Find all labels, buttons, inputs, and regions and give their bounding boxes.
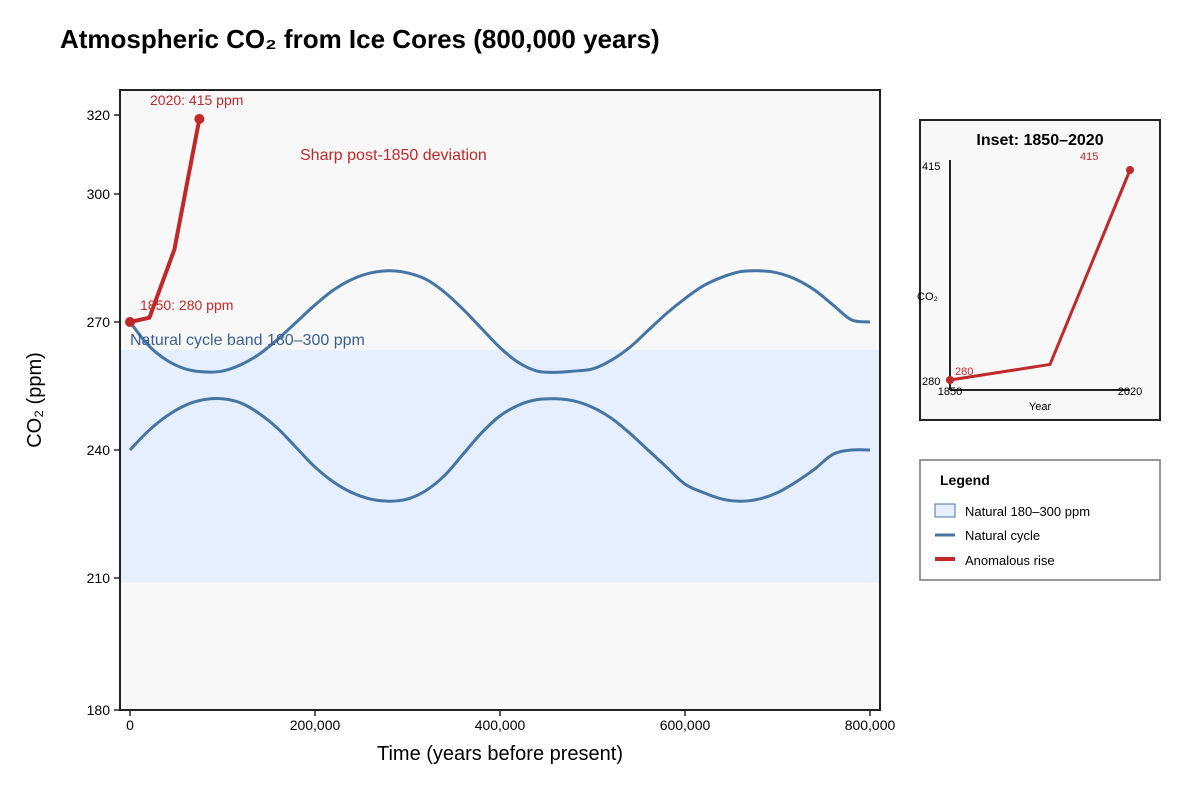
inset-label-415: 415 — [1080, 151, 1098, 163]
annotation-2020: 2020: 415 ppm — [150, 92, 243, 108]
inset-point-1850 — [946, 376, 954, 384]
inset-chart: Inset: 1850–2020 415 280 1850 2020 CO₂ Y… — [917, 119, 1161, 421]
natural-cycle-lower-line — [128, 397, 871, 503]
inset-label-280: 280 — [955, 366, 973, 378]
point-1850 — [125, 317, 135, 327]
y-axis-title: CO₂ (ppm) — [24, 352, 46, 448]
inset-x-tick-right: 2020 — [1118, 386, 1142, 398]
x-tick-label: 600,000 — [660, 717, 711, 733]
legend-label-band: Natural 180–300 ppm — [965, 504, 1090, 519]
y-tick-label: 180 — [87, 702, 111, 718]
legend-title: Legend — [940, 472, 990, 488]
annotation-natural-band: Natural cycle band 180–300 ppm — [130, 332, 365, 349]
inset-frame — [919, 119, 1161, 421]
x-tick-label: 800,000 — [845, 717, 896, 733]
annotation-deviation: Sharp post-1850 deviation — [300, 147, 487, 164]
x-axis-title: Time (years before present) — [377, 743, 623, 765]
inset-rise-line — [949, 169, 1132, 382]
legend-frame — [919, 459, 1161, 581]
inset-y-tick-bottom: 280 — [922, 376, 940, 388]
inset-point-2020 — [1126, 166, 1134, 174]
page-title: Atmospheric CO₂ from Ice Cores (800,000 … — [60, 24, 660, 54]
x-axis: 0 200,000 400,000 600,000 800,000 — [126, 710, 896, 733]
y-tick-label: 270 — [87, 314, 111, 330]
inset-x-tick-left: 1850 — [938, 386, 962, 398]
inset-series-layer — [946, 166, 1134, 384]
inset-x-label: Year — [1029, 401, 1052, 413]
legend-label-anomaly: Anomalous rise — [965, 553, 1055, 568]
x-tick-label: 200,000 — [290, 717, 341, 733]
anomalous-rise-line — [129, 118, 202, 324]
y-axis: 180 210 240 270 300 320 — [87, 107, 120, 718]
inset-y-label: CO₂ — [917, 291, 938, 303]
y-tick-label: 300 — [87, 186, 111, 202]
inset-title: Inset: 1850–2020 — [976, 132, 1103, 149]
legend-swatch-band — [934, 503, 956, 518]
x-tick-label: 400,000 — [475, 717, 526, 733]
legend: Legend Natural 180–300 ppm Natural cycle… — [919, 459, 1161, 581]
series-layer — [125, 113, 871, 503]
point-2020 — [194, 113, 205, 124]
main-plot: 0 200,000 400,000 600,000 800,000 180 210 240 2… — [24, 89, 896, 765]
annotation-1850: 1850: 280 ppm — [140, 297, 233, 313]
legend-label-natural: Natural cycle — [965, 528, 1040, 543]
y-tick-label: 240 — [87, 442, 111, 458]
inset-y-tick-top: 415 — [922, 161, 940, 173]
y-tick-label: 320 — [87, 107, 111, 123]
natural-cycle-upper-line — [128, 269, 871, 374]
x-tick-label: 0 — [126, 717, 134, 733]
y-tick-label: 210 — [87, 570, 111, 586]
natural-band — [120, 349, 880, 583]
